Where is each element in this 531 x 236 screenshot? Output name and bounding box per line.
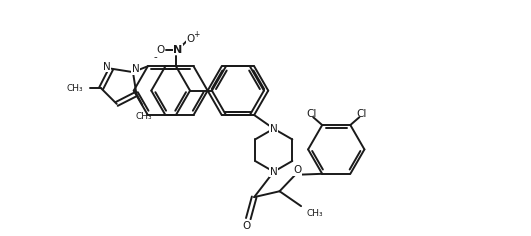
Text: Cl: Cl	[306, 109, 316, 119]
Text: O: O	[156, 45, 165, 55]
Text: N: N	[270, 167, 278, 177]
Text: CH₃: CH₃	[136, 112, 152, 121]
Text: N: N	[270, 124, 278, 134]
Text: CH₃: CH₃	[66, 84, 83, 93]
Text: N: N	[102, 62, 110, 72]
Text: N: N	[173, 45, 183, 55]
Text: O: O	[293, 165, 301, 175]
Text: -: -	[153, 52, 157, 62]
Text: O: O	[186, 34, 194, 44]
Text: CH₃: CH₃	[307, 209, 323, 218]
Text: O: O	[242, 221, 251, 231]
Text: Cl: Cl	[356, 109, 366, 119]
Text: +: +	[193, 30, 199, 39]
Text: N: N	[132, 64, 140, 74]
